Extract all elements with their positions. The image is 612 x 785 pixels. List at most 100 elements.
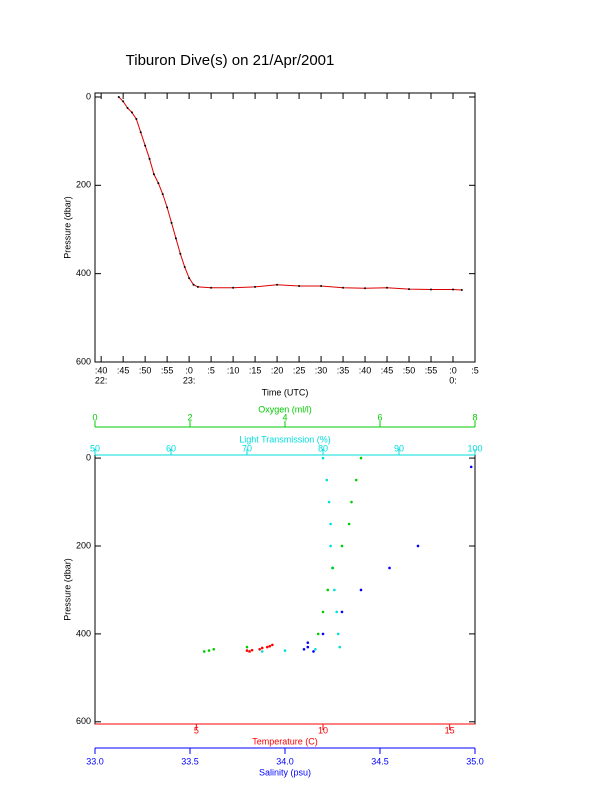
data-point <box>144 144 147 147</box>
x-tick-label: :10 <box>227 365 240 375</box>
data-point <box>207 649 211 652</box>
x-tick-label: :0 <box>449 365 457 375</box>
y-tick-label: 400 <box>76 268 91 278</box>
x-tick-label: 6 <box>377 412 382 422</box>
x-tick-label: :20 <box>271 365 284 375</box>
x-tick-label: 100 <box>467 443 482 453</box>
data-point <box>212 647 216 651</box>
data-point <box>283 649 287 652</box>
x-tick-label: :5 <box>207 365 215 375</box>
data-point <box>248 650 251 653</box>
x-tick-label: :30 <box>315 365 328 375</box>
y-tick-label: 0 <box>86 91 91 101</box>
data-point <box>321 632 325 636</box>
hour-label: 22: <box>95 375 108 385</box>
data-point <box>386 286 389 289</box>
data-point <box>364 287 367 290</box>
data-point <box>202 650 206 653</box>
y-tick-label: 0 <box>86 452 91 462</box>
y-axis-label: Pressure (dbar) <box>62 196 72 259</box>
data-point <box>320 285 323 288</box>
data-point <box>170 221 173 224</box>
data-point <box>117 95 120 98</box>
data-point <box>336 632 340 636</box>
x-tick-label: :45 <box>381 365 394 375</box>
x-axis-label: Time (UTC) <box>262 387 309 397</box>
data-point <box>331 566 334 570</box>
data-point <box>326 588 330 592</box>
x-tick-label: :40 <box>95 365 108 375</box>
x-tick-label: 8 <box>472 412 477 422</box>
data-point <box>157 182 160 185</box>
data-point <box>196 285 199 288</box>
data-point <box>298 285 301 288</box>
data-point <box>174 237 177 240</box>
data-point <box>179 252 182 255</box>
data-point <box>302 647 306 651</box>
x-tick-label: :50 <box>139 365 152 375</box>
x-tick-label: 10 <box>318 725 328 735</box>
data-point <box>192 283 195 286</box>
data-point <box>260 650 264 653</box>
x-tick-label: 90 <box>394 443 404 453</box>
hour-label: 23: <box>183 375 196 385</box>
x-tick-label: 2 <box>187 412 192 422</box>
x-axis-label: Light Transmission (%) <box>239 434 331 444</box>
data-point <box>408 288 411 291</box>
x-tick-label: 34.5 <box>371 756 389 766</box>
x-tick-label: 33.5 <box>181 756 199 766</box>
data-point <box>321 456 325 460</box>
data-point <box>126 107 129 110</box>
x-tick-label: :50 <box>403 365 416 375</box>
x-tick-label: :55 <box>161 365 174 375</box>
x-tick-label: 50 <box>90 443 100 453</box>
data-point <box>316 632 320 636</box>
data-point <box>329 544 332 548</box>
data-point <box>183 266 186 269</box>
data-point <box>271 643 274 647</box>
data-point <box>347 522 351 526</box>
data-point <box>250 648 254 652</box>
data-point <box>350 500 353 504</box>
data-point <box>460 289 463 292</box>
title: Tiburon Dive(s) on 21/Apr/2001 <box>126 52 335 69</box>
data-point <box>306 641 310 644</box>
data-point <box>166 206 169 209</box>
data-point <box>335 610 338 614</box>
data-point <box>327 500 331 504</box>
x-tick-label: :45 <box>117 365 130 375</box>
x-tick-label: :55 <box>425 365 438 375</box>
data-point <box>232 286 235 289</box>
x-tick-label: :5 <box>471 365 479 375</box>
x-axis-label: Salinity (psu) <box>259 767 311 777</box>
data-point <box>152 173 155 176</box>
data-point <box>333 588 336 592</box>
data-point <box>268 644 272 648</box>
data-point <box>329 522 332 526</box>
plot-frame <box>94 92 476 363</box>
y-axis-label: Pressure (dbar) <box>62 558 72 621</box>
x-tick-label: 34.0 <box>276 756 294 766</box>
data-point <box>276 283 279 286</box>
data-point <box>452 288 455 291</box>
data-point <box>254 285 257 288</box>
x-tick-label: 0 <box>92 412 97 422</box>
x-tick-label: :40 <box>359 365 372 375</box>
plot-frame <box>94 454 476 725</box>
data-point <box>338 645 342 649</box>
x-tick-label: :25 <box>293 365 306 375</box>
x-tick-label: 4 <box>282 412 287 422</box>
y-tick-label: 600 <box>76 356 91 366</box>
data-point <box>148 157 151 160</box>
y-tick-label: 200 <box>76 180 91 190</box>
x-tick-label: 15 <box>445 725 455 735</box>
x-tick-label: :0 <box>185 365 193 375</box>
data-point <box>161 193 164 196</box>
x-axis-label: Oxygen (ml/l) <box>258 404 312 414</box>
x-tick-label: 80 <box>318 443 328 453</box>
data-point <box>388 566 391 570</box>
data-point <box>245 649 249 652</box>
y-tick-label: 600 <box>76 716 91 726</box>
x-tick-label: 35.0 <box>466 756 484 766</box>
